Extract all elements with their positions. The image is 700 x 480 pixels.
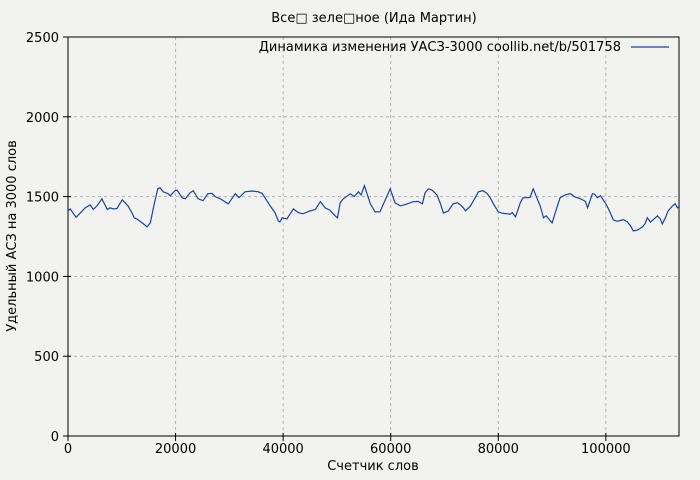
x-tick-label: 60000 [370, 442, 411, 457]
y-axis-label: Удельный АСЗ на 3000 слов [5, 140, 20, 332]
x-tick-label: 20000 [155, 442, 196, 457]
x-axis-label: Счетчик слов [327, 459, 419, 474]
y-tick-label: 2000 [26, 111, 59, 126]
grid-lines [68, 36, 679, 436]
legend-label: Динамика изменения УАСЗ-3000 coollib.net… [259, 40, 621, 55]
x-tick-label: 80000 [478, 442, 519, 457]
y-tick-label: 1000 [26, 270, 59, 285]
series-line [67, 183, 679, 232]
y-tick-label: 500 [34, 350, 59, 365]
plot-frame [67, 36, 680, 437]
y-tick-label: 0 [51, 430, 59, 445]
x-tick-label: 0 [64, 442, 72, 457]
y-tick-label: 1500 [26, 191, 59, 206]
axis-tick-labels: 0 20000 40000 60000 80000 100000 0 500 1000 1500 2… [26, 31, 631, 457]
x-tick-label: 100000 [581, 442, 631, 457]
y-tick-label: 2500 [26, 31, 59, 46]
axis-ticks [63, 36, 607, 441]
x-tick-label: 40000 [262, 442, 303, 457]
chart-title: Все□ зеле□ное (Ида Мартин) [271, 11, 476, 26]
